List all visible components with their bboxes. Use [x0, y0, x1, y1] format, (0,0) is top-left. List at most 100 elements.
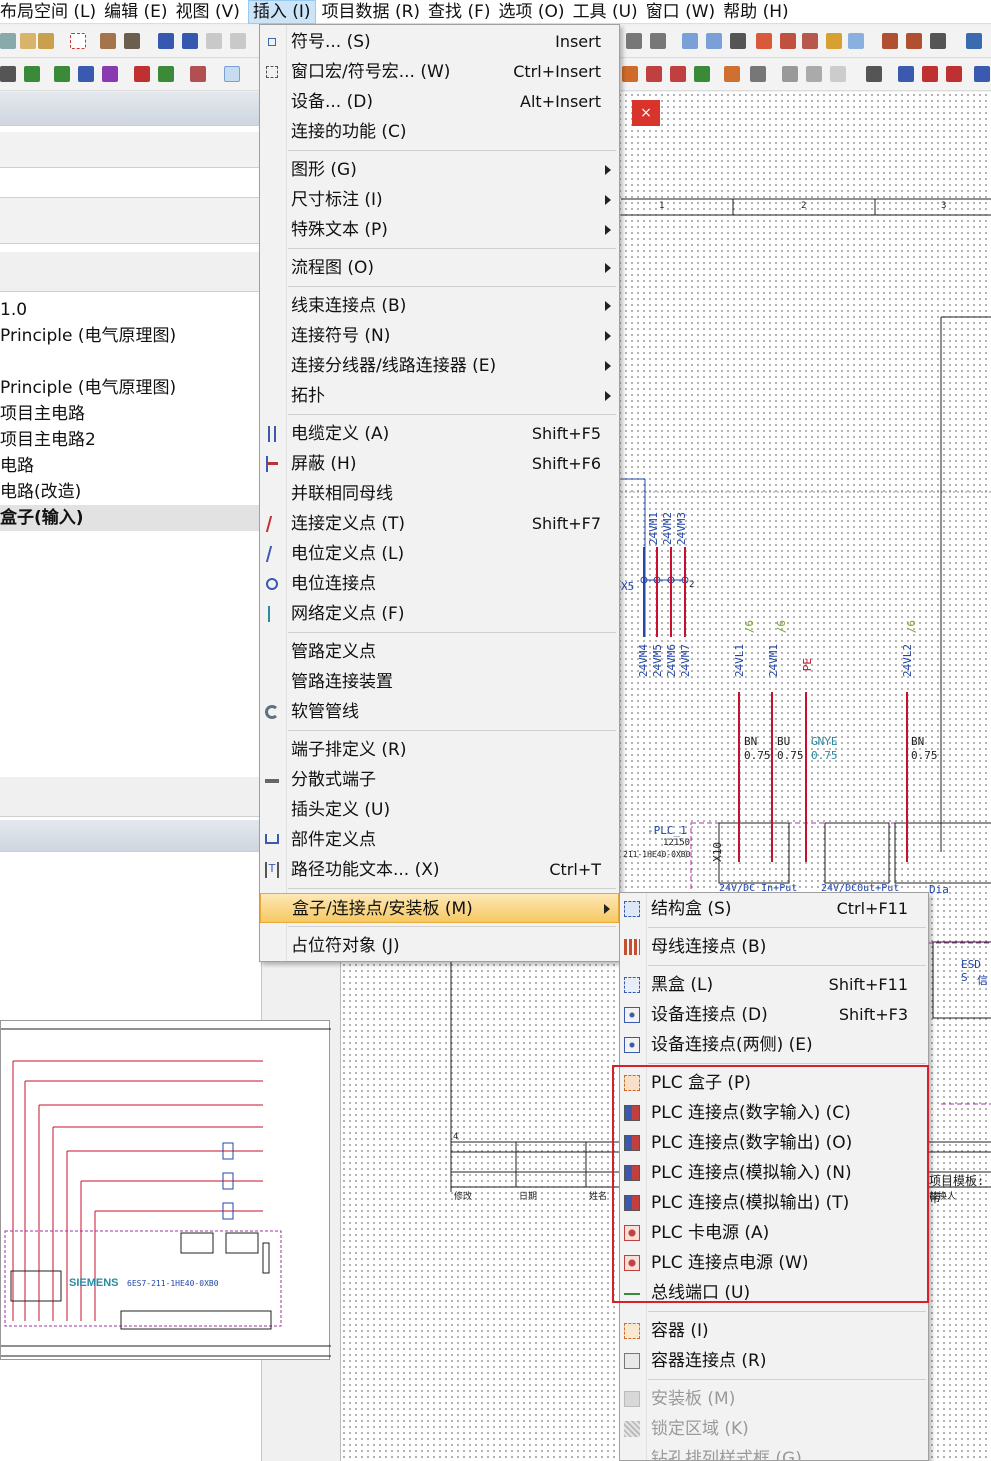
submenu-item-plc-box[interactable]: PLC 盒子 (P) [620, 1068, 928, 1098]
menu-item-distributed-terminal[interactable]: 分散式端子 [260, 765, 619, 795]
snap-object-icon[interactable] [706, 33, 722, 49]
menu-item-hose[interactable]: 软管管线 [260, 697, 619, 727]
interruption-icon[interactable] [190, 66, 206, 82]
undo-list-icon[interactable] [182, 33, 198, 49]
menu-item-connection-definition[interactable]: 连接定义点 (T) Shift+F7 [260, 509, 619, 539]
menu-item-parallel-busbar[interactable]: 并联相同母线 [291, 484, 393, 504]
text-box-icon[interactable] [826, 33, 842, 49]
submenu-item-container-connection[interactable]: 容器连接点 (R) [620, 1346, 928, 1376]
undo-icon[interactable] [158, 33, 174, 49]
wire[interactable] [684, 547, 686, 637]
t-node-icon[interactable] [102, 66, 118, 82]
locked-area-tb-icon[interactable] [806, 66, 822, 82]
menu-item-path-function-text[interactable]: T 路径功能文本... (X) Ctrl+T [260, 855, 619, 885]
menu-item-part-definition[interactable]: 部件定义点 [260, 825, 619, 855]
menu-edit[interactable]: 编辑 (E) [104, 1, 168, 22]
container-tb-icon[interactable] [724, 66, 740, 82]
menu-item-symbol[interactable]: 符号... (S) Insert [260, 27, 619, 57]
submenu-item-busbar[interactable]: 母线连接点 (B) [620, 932, 928, 962]
menu-item-potential-connection[interactable]: 电位连接点 [260, 569, 619, 599]
menu-tools[interactable]: 工具 (U) [572, 1, 638, 22]
format-painter-icon[interactable] [100, 33, 116, 49]
tree-item[interactable]: Principle (电气原理图) [0, 326, 177, 346]
tree-item-selected[interactable]: 盒子(输入) [0, 505, 262, 531]
wire-icon[interactable] [882, 33, 898, 49]
magnet-off-icon[interactable] [780, 33, 796, 49]
bus-port-tb-icon[interactable] [694, 66, 710, 82]
wire[interactable] [771, 692, 773, 862]
submenu-item-container[interactable]: 容器 (I) [620, 1316, 928, 1346]
submenu-item-structure-box[interactable]: 结构盒 (S) Ctrl+F11 [620, 894, 928, 924]
grid-alt-icon[interactable] [650, 33, 666, 49]
menu-item-graphics[interactable]: 图形 (G) [260, 155, 619, 185]
submenu-item-plc-digital-input[interactable]: PLC 连接点(数字输入) (C) [620, 1098, 928, 1128]
submenu-item-device-connection-both[interactable]: 设备连接点(两侧) (E) [620, 1030, 928, 1060]
crosshair-icon[interactable] [730, 33, 746, 49]
redo-list-icon[interactable] [230, 33, 246, 49]
properties-icon[interactable] [966, 33, 982, 49]
magnet-icon[interactable] [756, 33, 772, 49]
drill-tb-icon[interactable] [830, 66, 846, 82]
menu-item-shield[interactable]: 屏蔽 (H) Shift+F6 [260, 449, 619, 479]
menu-find[interactable]: 查找 (F) [428, 1, 491, 22]
menu-item-box-connection-plate[interactable]: 盒子/连接点/安装板 (M) [260, 893, 619, 923]
wire[interactable] [670, 547, 672, 637]
menu-insert[interactable]: 插入 (I) [247, 0, 316, 24]
close-tab-button[interactable]: × [632, 100, 660, 126]
menu-item-dimension[interactable]: 尺寸标注 (I) [260, 185, 619, 215]
navigator-filter[interactable] [0, 132, 262, 168]
insert-terminal-icon[interactable] [24, 66, 40, 82]
wire[interactable] [805, 692, 807, 862]
menu-item-terminal-strip[interactable]: 端子排定义 (R) [291, 740, 407, 760]
menu-item-potential-definition[interactable]: 电位定义点 (L) [260, 539, 619, 569]
delete-selection-icon[interactable] [70, 33, 86, 49]
window-icon[interactable] [848, 33, 864, 49]
menu-item-pipe-connector[interactable]: 管路连接装置 [291, 672, 393, 692]
redo-icon[interactable] [206, 33, 222, 49]
distributed-terminal-tb-icon[interactable] [866, 66, 882, 82]
routing-icon[interactable] [802, 33, 818, 49]
wire[interactable] [643, 547, 645, 637]
jumper-icon[interactable] [158, 66, 174, 82]
menu-item-flowchart[interactable]: 流程图 (O) [260, 253, 619, 283]
menu-item-pipe-definition[interactable]: 管路定义点 [291, 642, 376, 662]
plc-box-tb-icon[interactable] [622, 66, 638, 82]
corner-icon[interactable] [78, 66, 94, 82]
menu-options[interactable]: 选项 (O) [498, 1, 565, 22]
navigator-search[interactable] [0, 168, 262, 198]
shield-tb-icon[interactable] [922, 66, 938, 82]
menu-item-macro[interactable]: 窗口宏/符号宏... (W) Ctrl+Insert [260, 57, 619, 87]
grid-icon[interactable] [626, 33, 642, 49]
menu-item-connection-function[interactable]: 连接的功能 (C) [291, 122, 407, 142]
submenu-item-bus-port[interactable]: 总线端口 (U) [620, 1278, 928, 1308]
menu-item-splitter[interactable]: 连接分线器/线路连接器 (E) [260, 351, 619, 381]
submenu-item-device-connection[interactable]: 设备连接点 (D) Shift+F3 [620, 1000, 928, 1030]
submenu-item-plc-connection-power[interactable]: PLC 连接点电源 (W) [620, 1248, 928, 1278]
plate-tb-icon[interactable] [782, 66, 798, 82]
menu-window[interactable]: 窗口 (W) [645, 1, 716, 22]
menu-item-network-definition[interactable]: 网络定义点 (F) [260, 599, 619, 629]
submenu-item-plc-digital-output[interactable]: PLC 连接点(数字输出) (O) [620, 1128, 928, 1158]
wire[interactable] [656, 547, 658, 637]
bus-icon[interactable] [134, 66, 150, 82]
tree-item[interactable]: 项目主电路 [0, 404, 85, 424]
menu-item-placeholder-object[interactable]: 占位符对象 (J) [291, 936, 400, 956]
container-conn-tb-icon[interactable] [750, 66, 766, 82]
wire-alt-icon[interactable] [906, 33, 922, 49]
paste-icon[interactable] [38, 33, 54, 49]
plc-card-tb-icon[interactable] [646, 66, 662, 82]
wire[interactable] [906, 692, 908, 862]
menu-item-harness-connection[interactable]: 线束连接点 (B) [260, 291, 619, 321]
tree-item[interactable]: 项目主电路2 [0, 430, 96, 450]
snap-grid-icon[interactable] [682, 33, 698, 49]
menu-view[interactable]: 视图 (V) [175, 1, 240, 22]
menu-project-data[interactable]: 项目数据 (R) [321, 1, 421, 22]
tree-item[interactable]: 1.0 [0, 300, 28, 320]
connection-icon[interactable] [54, 66, 70, 82]
menu-help[interactable]: 帮助 (H) [723, 1, 789, 22]
submenu-item-black-box[interactable]: 黑盒 (L) Shift+F11 [620, 970, 928, 1000]
submenu-item-plc-card-power[interactable]: PLC 卡电源 (A) [620, 1218, 928, 1248]
submenu-item-plc-analog-input[interactable]: PLC 连接点(模拟输入) (N) [620, 1158, 928, 1188]
page-icon[interactable] [224, 66, 240, 82]
wire[interactable] [738, 692, 740, 862]
